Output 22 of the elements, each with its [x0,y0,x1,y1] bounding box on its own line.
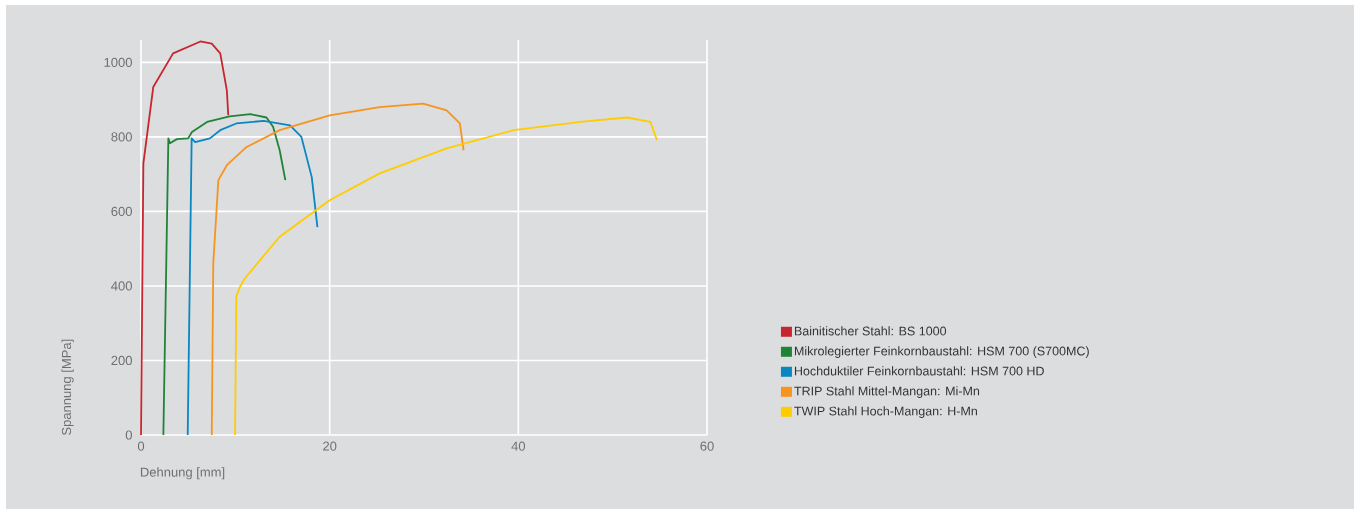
x-tick-label: 0 [137,441,145,451]
y-tick-label: 800 [111,132,132,142]
legend-label: Mikrolegierter Feinkornbaustahl: HSM 700 (S700MC) [794,346,1089,358]
y-tick-label: 0 [125,430,132,440]
y-tick-label: 600 [111,206,132,216]
line-series [140,40,230,436]
legend-label: Hochduktiler Feinkornbaustahl: HSM 700 HD [794,366,1044,376]
legend-label: Bainitischer Stahl: BS 1000 [794,326,947,336]
x-tick-label: 20 [323,441,337,451]
line-series [186,119,319,436]
x-tick-label: 60 [700,441,714,451]
line-series [210,102,465,436]
x-axis-title: Dehnung [mm] [140,467,225,480]
y-axis-title: Spannung [MPa] [61,339,74,435]
x-tick-label: 40 [511,441,526,451]
legend-label: TWIP Stahl Hoch-Mangan: H-Mn [794,406,977,418]
line-series [162,113,287,436]
y-tick-label: 1000 [104,57,132,67]
legend-label: TRIP Stahl Mittel-Mangan: Mi-Mn [794,386,980,398]
line-series [234,116,658,436]
y-tick-label: 200 [111,355,132,366]
y-tick-label: 400 [111,281,132,291]
